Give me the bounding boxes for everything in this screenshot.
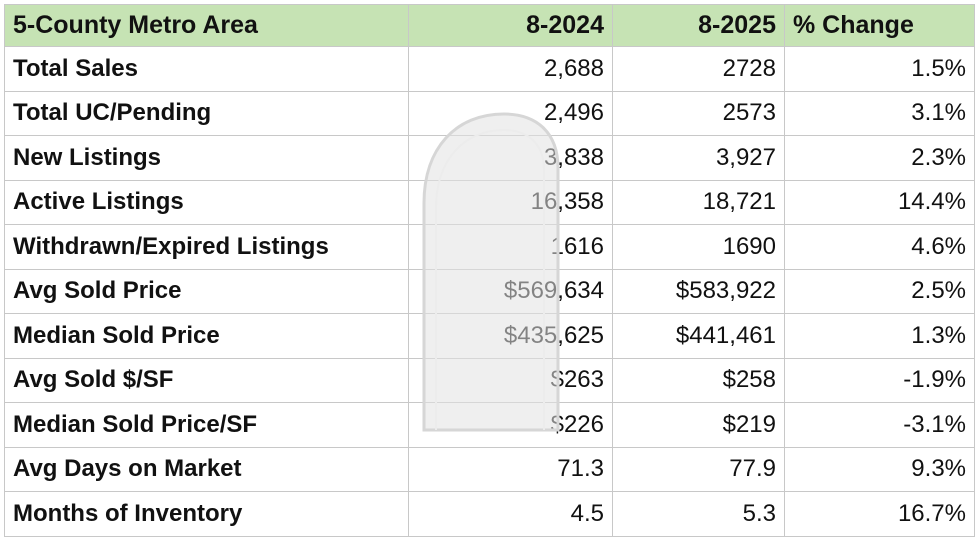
percent-change: 2.5% xyxy=(784,268,975,314)
value-2025: 5.3 xyxy=(612,491,785,537)
value-2025: 2573 xyxy=(612,90,785,136)
row-label: Months of Inventory xyxy=(4,491,409,537)
value-2024: $226 xyxy=(408,402,613,448)
value-2024: $569,634 xyxy=(408,268,613,314)
header-row: 5-County Metro Area 8-2024 8-2025 % Chan… xyxy=(4,4,975,47)
value-2025: $258 xyxy=(612,357,785,403)
table-row: New Listings 3,838 3,927 2.3% xyxy=(4,135,975,181)
row-label: Avg Sold $/SF xyxy=(4,357,409,403)
table-row: Active Listings 16,358 18,721 14.4% xyxy=(4,179,975,225)
table-body: Total Sales 2,688 2728 1.5% Total UC/Pending… xyxy=(4,46,975,537)
row-label: Withdrawn/Expired Listings xyxy=(4,224,409,270)
header-period-2025: 8-2025 xyxy=(612,4,785,47)
value-2024: 1616 xyxy=(408,224,613,270)
table-row: Median Sold Price/SF $226 $219 -3.1% xyxy=(4,402,975,448)
row-label: Avg Sold Price xyxy=(4,268,409,314)
value-2024: 4.5 xyxy=(408,491,613,537)
value-2024: $435,625 xyxy=(408,313,613,359)
percent-change: 4.6% xyxy=(784,224,975,270)
percent-change: 2.3% xyxy=(784,135,975,181)
table-row: Withdrawn/Expired Listings 1616 1690 4.6% xyxy=(4,224,975,270)
row-label: Avg Days on Market xyxy=(4,446,409,492)
value-2024: 16,358 xyxy=(408,179,613,225)
value-2025: $441,461 xyxy=(612,313,785,359)
percent-change: 16.7% xyxy=(784,491,975,537)
table-row: Months of Inventory 4.5 5.3 16.7% xyxy=(4,491,975,537)
row-label: Total Sales xyxy=(4,46,409,92)
percent-change: 3.1% xyxy=(784,90,975,136)
value-2024: 2,496 xyxy=(408,90,613,136)
percent-change: 1.5% xyxy=(784,46,975,92)
value-2025: 2728 xyxy=(612,46,785,92)
percent-change: 9.3% xyxy=(784,446,975,492)
value-2024: 71.3 xyxy=(408,446,613,492)
value-2025: 18,721 xyxy=(612,179,785,225)
value-2025: 1690 xyxy=(612,224,785,270)
row-label: New Listings xyxy=(4,135,409,181)
table-row: Avg Sold Price $569,634 $583,922 2.5% xyxy=(4,268,975,314)
percent-change: -1.9% xyxy=(784,357,975,403)
table-row: Total UC/Pending 2,496 2573 3.1% xyxy=(4,90,975,136)
table-row: Median Sold Price $435,625 $441,461 1.3% xyxy=(4,313,975,359)
table-row: Avg Days on Market 71.3 77.9 9.3% xyxy=(4,446,975,492)
value-2025: $219 xyxy=(612,402,785,448)
row-label: Active Listings xyxy=(4,179,409,225)
header-percent-change: % Change xyxy=(784,4,975,47)
table-row: Total Sales 2,688 2728 1.5% xyxy=(4,46,975,92)
stats-table-container: 5-County Metro Area 8-2024 8-2025 % Chan… xyxy=(4,4,975,544)
table-row: Avg Sold $/SF $263 $258 -1.9% xyxy=(4,357,975,403)
value-2025: 3,927 xyxy=(612,135,785,181)
percent-change: 1.3% xyxy=(784,313,975,359)
percent-change: 14.4% xyxy=(784,179,975,225)
header-period-2024: 8-2024 xyxy=(408,4,613,47)
row-label: Median Sold Price xyxy=(4,313,409,359)
market-stats-table: 5-County Metro Area 8-2024 8-2025 % Chan… xyxy=(4,4,975,537)
percent-change: -3.1% xyxy=(784,402,975,448)
value-2025: 77.9 xyxy=(612,446,785,492)
row-label: Total UC/Pending xyxy=(4,90,409,136)
row-label: Median Sold Price/SF xyxy=(4,402,409,448)
header-area: 5-County Metro Area xyxy=(4,4,409,47)
value-2024: 2,688 xyxy=(408,46,613,92)
value-2024: $263 xyxy=(408,357,613,403)
value-2024: 3,838 xyxy=(408,135,613,181)
value-2025: $583,922 xyxy=(612,268,785,314)
